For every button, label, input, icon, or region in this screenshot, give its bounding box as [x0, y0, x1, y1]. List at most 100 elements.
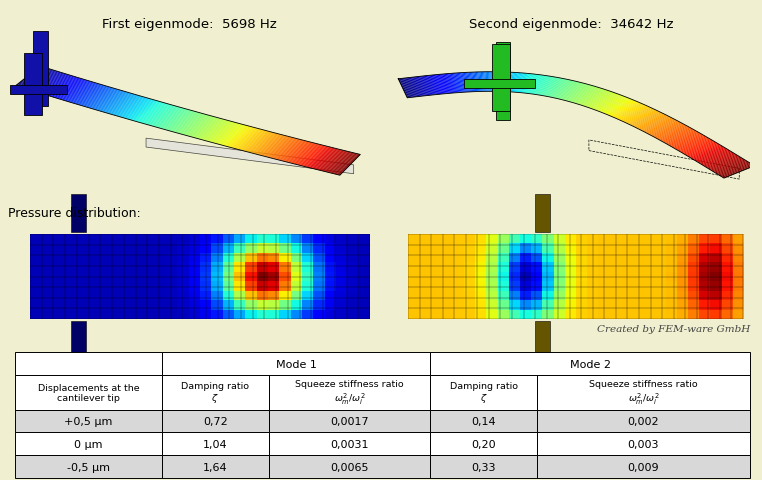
Polygon shape — [641, 117, 670, 132]
Polygon shape — [472, 73, 476, 93]
Bar — [431, 456, 537, 478]
Polygon shape — [252, 133, 275, 154]
Polygon shape — [579, 89, 601, 106]
Polygon shape — [260, 135, 282, 156]
Polygon shape — [284, 142, 307, 162]
Text: 0,72: 0,72 — [203, 416, 228, 426]
Polygon shape — [230, 128, 253, 148]
Polygon shape — [642, 118, 671, 132]
Polygon shape — [572, 86, 593, 103]
Polygon shape — [553, 81, 571, 99]
Polygon shape — [584, 91, 607, 107]
Polygon shape — [450, 74, 457, 94]
Polygon shape — [460, 73, 466, 93]
Polygon shape — [576, 87, 597, 105]
Polygon shape — [33, 72, 59, 92]
Bar — [15, 456, 162, 478]
Polygon shape — [513, 73, 519, 93]
Polygon shape — [253, 133, 276, 155]
Polygon shape — [128, 100, 152, 120]
Polygon shape — [715, 161, 747, 174]
Polygon shape — [21, 69, 46, 88]
Polygon shape — [693, 148, 725, 161]
Polygon shape — [106, 94, 130, 114]
Polygon shape — [25, 70, 51, 90]
Polygon shape — [668, 132, 699, 146]
Bar — [537, 410, 750, 432]
Polygon shape — [283, 141, 306, 162]
Polygon shape — [504, 73, 509, 93]
Polygon shape — [591, 93, 614, 109]
Polygon shape — [124, 99, 149, 119]
Polygon shape — [215, 124, 239, 144]
Polygon shape — [132, 101, 156, 121]
Polygon shape — [648, 120, 677, 135]
Polygon shape — [568, 85, 589, 103]
Polygon shape — [683, 141, 714, 155]
Polygon shape — [537, 77, 551, 96]
Polygon shape — [675, 136, 706, 150]
Polygon shape — [614, 103, 641, 119]
Polygon shape — [634, 114, 663, 128]
Polygon shape — [482, 72, 485, 92]
Polygon shape — [585, 91, 609, 108]
Polygon shape — [330, 153, 352, 174]
Polygon shape — [607, 100, 632, 116]
Polygon shape — [238, 130, 261, 150]
Polygon shape — [722, 165, 754, 178]
Polygon shape — [543, 78, 557, 96]
Polygon shape — [268, 137, 291, 158]
Polygon shape — [402, 79, 411, 98]
Polygon shape — [219, 125, 242, 145]
Polygon shape — [577, 88, 599, 105]
Polygon shape — [540, 77, 554, 96]
Polygon shape — [688, 144, 719, 158]
Polygon shape — [217, 124, 241, 145]
Polygon shape — [112, 96, 136, 116]
Polygon shape — [155, 108, 179, 128]
Polygon shape — [623, 108, 650, 122]
Polygon shape — [312, 148, 335, 169]
Polygon shape — [514, 73, 520, 93]
Polygon shape — [559, 82, 577, 100]
Polygon shape — [436, 75, 445, 95]
Polygon shape — [210, 122, 233, 143]
Polygon shape — [567, 84, 587, 102]
Polygon shape — [664, 130, 694, 144]
Polygon shape — [644, 119, 674, 133]
Bar — [34, 32, 47, 107]
Polygon shape — [507, 73, 513, 93]
Polygon shape — [150, 106, 174, 126]
Polygon shape — [320, 150, 342, 171]
Polygon shape — [459, 73, 465, 93]
Text: 0,33: 0,33 — [472, 462, 496, 472]
Polygon shape — [98, 91, 123, 111]
Polygon shape — [565, 84, 585, 102]
Polygon shape — [440, 75, 448, 95]
Polygon shape — [491, 72, 493, 92]
Polygon shape — [173, 112, 197, 133]
Polygon shape — [263, 136, 286, 157]
Polygon shape — [519, 74, 527, 93]
Polygon shape — [691, 146, 723, 160]
Polygon shape — [18, 68, 43, 87]
Polygon shape — [535, 76, 547, 95]
Polygon shape — [638, 115, 667, 130]
Polygon shape — [427, 76, 436, 96]
Text: 0,0017: 0,0017 — [330, 416, 369, 426]
Polygon shape — [426, 76, 435, 96]
Polygon shape — [465, 73, 470, 93]
Bar — [496, 43, 510, 121]
Polygon shape — [45, 76, 70, 96]
Polygon shape — [333, 154, 355, 175]
Polygon shape — [75, 84, 100, 105]
Polygon shape — [299, 145, 322, 166]
Polygon shape — [114, 96, 139, 116]
Polygon shape — [500, 72, 503, 92]
Polygon shape — [201, 120, 224, 141]
Polygon shape — [271, 138, 294, 159]
Polygon shape — [530, 75, 540, 95]
Text: Damping ratio
$\zeta$: Damping ratio $\zeta$ — [181, 381, 249, 405]
Polygon shape — [47, 76, 72, 96]
Polygon shape — [679, 139, 710, 153]
